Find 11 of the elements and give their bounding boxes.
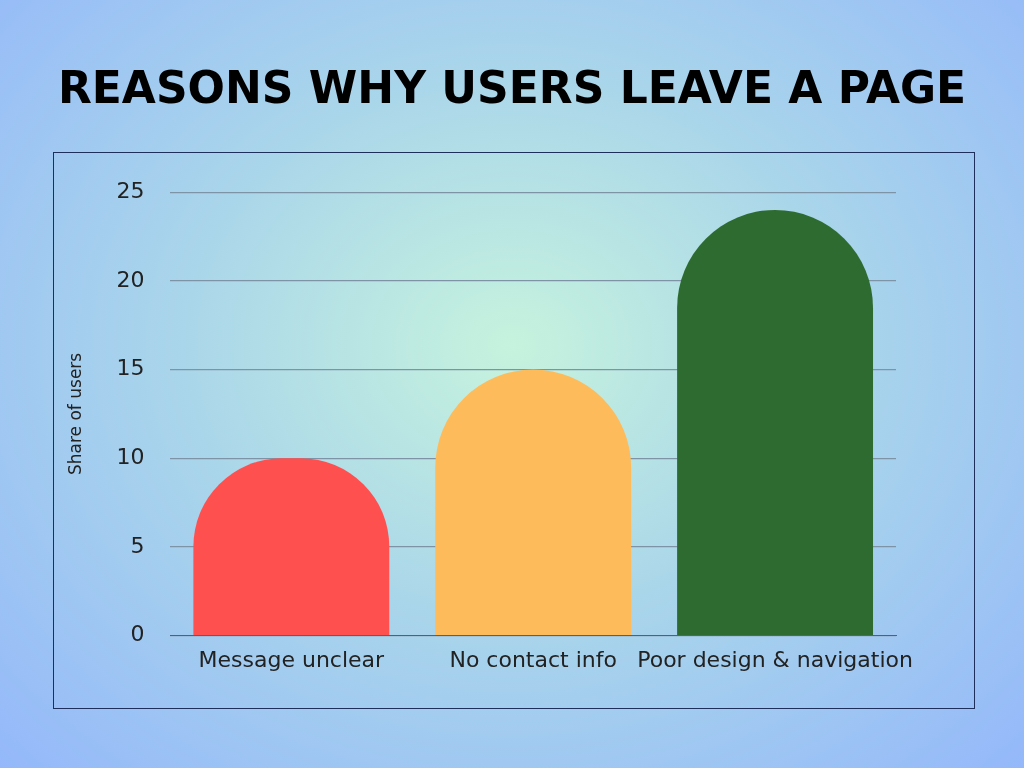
y-tick-label: 15 <box>116 355 145 381</box>
chart-title: REASONS WHY USERS LEAVE A PAGE <box>56 62 968 113</box>
y-tick-label: 10 <box>116 443 145 469</box>
y-axis-title: Share of users <box>64 352 85 475</box>
y-tick-label: 0 <box>130 621 145 647</box>
y-tick-label: 20 <box>116 266 145 292</box>
y-tick-label: 5 <box>130 532 145 558</box>
x-tick-label: No contact info <box>449 646 617 672</box>
x-tick-label: Poor design & navigation <box>637 646 913 672</box>
x-tick-label: Message unclear <box>198 646 386 672</box>
y-tick-label: 25 <box>116 177 145 203</box>
